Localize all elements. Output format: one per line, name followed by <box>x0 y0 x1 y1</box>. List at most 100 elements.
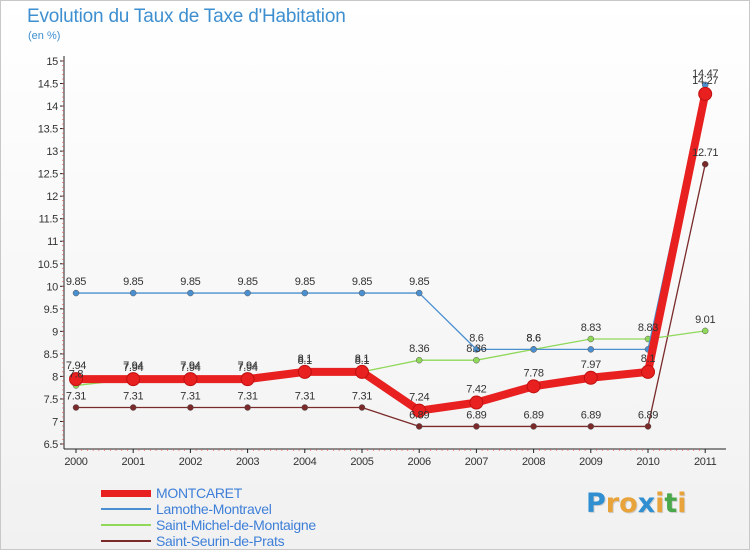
data-label: 14.47 <box>692 68 718 80</box>
x-tick-label: 2002 <box>179 456 202 468</box>
data-point <box>358 289 366 297</box>
data-label: 8.83 <box>638 322 658 334</box>
data-point <box>698 86 713 101</box>
y-tick-label: 11.5 <box>39 214 59 226</box>
data-point <box>183 372 198 387</box>
data-point <box>240 372 255 387</box>
x-tick-label: 2010 <box>636 456 659 468</box>
y-tick-label: 14.5 <box>38 79 58 91</box>
data-label: 8.83 <box>581 322 601 334</box>
data-point <box>473 356 480 364</box>
y-tick-label: 9 <box>52 326 58 338</box>
data-point <box>69 372 83 387</box>
data-label: 7.94 <box>180 362 200 374</box>
data-label: 8.6 <box>526 332 541 344</box>
data-label: 8.1 <box>298 355 313 367</box>
data-label: 9.85 <box>409 276 429 288</box>
data-point <box>297 364 312 379</box>
data-label: 6.89 <box>523 409 543 421</box>
data-point <box>469 395 484 410</box>
data-label: 7.31 <box>123 391 143 403</box>
series-line-0 <box>76 93 710 415</box>
data-label: 7.31 <box>237 391 257 403</box>
x-tick-label: 2000 <box>64 456 87 468</box>
data-point <box>530 423 537 430</box>
data-label: 6.89 <box>638 409 658 421</box>
x-tick-label: 2003 <box>236 456 259 468</box>
data-label: 9.01 <box>695 314 715 326</box>
data-label: 7.31 <box>295 391 315 403</box>
x-tick-label: 2008 <box>522 456 545 468</box>
data-label: 6.89 <box>409 409 429 421</box>
data-point <box>126 372 141 387</box>
data-point <box>129 404 137 411</box>
data-point <box>415 423 423 430</box>
y-tick-label: 12 <box>46 191 58 203</box>
data-label: 8.1 <box>641 353 656 365</box>
x-tick-label: 2006 <box>408 456 431 468</box>
data-point <box>301 289 309 297</box>
data-label: 9.85 <box>123 276 143 288</box>
data-label: 9.85 <box>180 276 200 288</box>
data-label: 8.6 <box>469 332 484 344</box>
data-label: 8.1 <box>298 353 313 365</box>
legend-label: Saint-Seurin-de-Prats <box>156 533 285 549</box>
data-point <box>301 404 309 411</box>
data-label: 7.42 <box>466 384 486 396</box>
data-point <box>415 289 423 297</box>
data-label: 12.71 <box>692 147 718 159</box>
data-label: 7.94 <box>180 360 200 372</box>
data-label: 9.85 <box>237 276 257 288</box>
data-label: 14.27 <box>692 75 718 87</box>
data-label: 7.94 <box>123 362 143 374</box>
x-tick-label: 2004 <box>293 456 316 468</box>
data-label: 8.6 <box>526 332 541 344</box>
y-tick-label: 6.5 <box>44 439 59 451</box>
logo-letter: t <box>664 488 678 519</box>
proxiti-logo: Proxiti <box>586 488 687 519</box>
x-tick-label: 2007 <box>465 456 488 468</box>
data-label: 7.24 <box>409 392 429 404</box>
logo-letter: i <box>655 488 665 519</box>
data-label: 7.94 <box>237 360 257 372</box>
data-label: 8.36 <box>466 343 486 355</box>
data-label: 7.31 <box>352 391 372 403</box>
data-point <box>587 423 595 430</box>
y-tick-label: 7 <box>52 416 58 428</box>
legend-swatch <box>101 490 151 497</box>
data-point <box>72 289 80 297</box>
data-label: 6.89 <box>466 409 486 421</box>
y-tick-label: 13 <box>46 146 58 158</box>
data-label: 7.31 <box>180 391 200 403</box>
data-point <box>187 289 194 297</box>
data-point <box>355 364 369 379</box>
logo-letter: x <box>637 488 656 519</box>
logo-letter: o <box>619 488 638 519</box>
data-point <box>644 423 652 430</box>
y-tick-label: 13.5 <box>38 124 58 136</box>
data-label: 8.1 <box>355 355 370 367</box>
data-label: 6.89 <box>581 409 601 421</box>
y-tick-label: 8.5 <box>44 349 59 361</box>
y-tick-label: 11 <box>47 236 58 248</box>
data-label: 9.85 <box>352 276 372 288</box>
data-point <box>72 404 80 411</box>
y-tick-label: 10 <box>46 281 58 293</box>
y-tick-label: 15 <box>46 56 58 68</box>
chart-title: Evolution du Taux de Taxe d'Habitation <box>27 6 346 27</box>
data-point <box>412 403 427 418</box>
data-point <box>701 160 709 168</box>
legend-label: MONTCARET <box>156 485 242 501</box>
data-point <box>187 404 194 411</box>
data-label: 7.78 <box>523 367 543 379</box>
data-point <box>473 346 480 353</box>
data-label: 7.94 <box>237 362 257 374</box>
data-point <box>587 335 595 343</box>
data-label: 8.1 <box>355 353 370 365</box>
data-label: 8.36 <box>409 343 429 355</box>
x-tick-label: 2009 <box>579 456 602 468</box>
data-point <box>244 289 251 297</box>
legend-swatch <box>101 524 151 526</box>
logo-letter: i <box>677 488 687 519</box>
